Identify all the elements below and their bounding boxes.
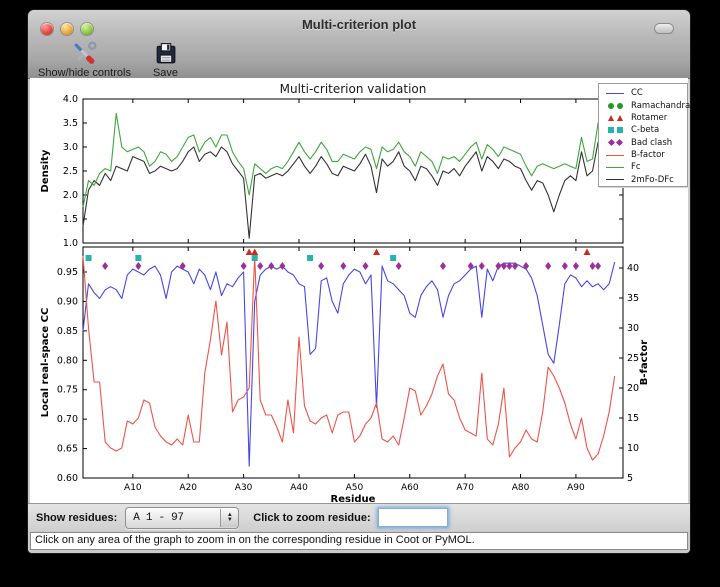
svg-text:4.0: 4.0 — [63, 94, 78, 105]
svg-text:0.75: 0.75 — [57, 385, 78, 396]
svg-text:A20: A20 — [179, 483, 197, 493]
title-bar[interactable]: Multi-criterion plot — [28, 10, 690, 38]
svg-text:40: 40 — [627, 263, 639, 274]
svg-text:A40: A40 — [290, 483, 308, 493]
save-button[interactable]: Save — [149, 40, 182, 80]
svg-text:A70: A70 — [456, 483, 474, 493]
svg-text:5: 5 — [627, 473, 633, 484]
zoom-residue-input[interactable] — [377, 508, 448, 527]
save-icon — [156, 43, 176, 64]
multi-criterion-plot-canvas[interactable]: Multi-criterion validation 1.0 1.5 2.0 2.5 3.… — [30, 78, 688, 503]
svg-text:30: 30 — [627, 323, 639, 334]
legend-triangle-icon — [603, 114, 627, 121]
legend-label: Ramachandran — [631, 100, 690, 111]
legend-label: CC — [631, 88, 643, 99]
plot-legend: CC Ramachandran Rotamer C-beta Bad clash B-fa… — [598, 83, 690, 187]
svg-text:A50: A50 — [346, 483, 364, 493]
legend-entry: B-factor — [603, 150, 687, 161]
svg-text:0.80: 0.80 — [57, 355, 78, 366]
status-bar: Click on any area of the graph to zoom i… — [30, 532, 688, 550]
zoom-button[interactable] — [81, 23, 93, 35]
svg-text:3.0: 3.0 — [63, 142, 78, 153]
svg-text:20: 20 — [627, 383, 639, 394]
legend-label: Fc — [631, 162, 641, 173]
toolbar-button-label: Show/hide controls — [38, 67, 131, 79]
residue-range-select[interactable]: A 1 - 97 ▲ ▼ — [125, 506, 240, 529]
controls-row: Show residues: A 1 - 97 ▲ ▼ Click to zoom… — [28, 503, 690, 531]
svg-text:Multi-criterion validation: Multi-criterion validation — [280, 82, 427, 96]
legend-entry: Fc — [603, 162, 687, 173]
svg-text:2.5: 2.5 — [63, 166, 78, 177]
residue-range-value: A 1 - 97 — [133, 511, 184, 524]
legend-entry: Ramachandran — [603, 100, 690, 111]
status-area: Click on any area of the graph to zoom i… — [28, 531, 690, 553]
plot-figure[interactable]: Multi-criterion validation 1.0 1.5 2.0 2.5 3.… — [30, 78, 690, 503]
svg-text:10: 10 — [627, 443, 639, 454]
svg-text:A80: A80 — [512, 483, 530, 493]
svg-text:1.0: 1.0 — [63, 238, 78, 249]
toolbar-button-label: Save — [152, 67, 179, 79]
svg-text:3.5: 3.5 — [63, 118, 78, 129]
svg-text:Residue: Residue — [331, 494, 376, 503]
show-residues-label: Show residues: — [36, 511, 118, 524]
window-chrome: Multi-criterion plot Show/hide controls — [28, 10, 690, 79]
tools-icon — [74, 41, 97, 64]
window-title: Multi-criterion plot — [301, 17, 417, 32]
legend-line-sample — [603, 92, 627, 94]
legend-label: Rotamer — [631, 112, 668, 123]
close-button[interactable] — [41, 23, 53, 35]
legend-label: C-beta — [631, 125, 660, 136]
svg-text:A30: A30 — [235, 483, 253, 493]
svg-text:0.60: 0.60 — [57, 473, 78, 484]
show-hide-controls-button[interactable]: Show/hide controls — [34, 40, 135, 80]
legend-label: B-factor — [631, 150, 665, 161]
legend-label: 2mFo-DFc — [631, 174, 674, 185]
minimize-button[interactable] — [61, 23, 73, 35]
legend-entry: C-beta — [603, 125, 687, 136]
svg-text:1.5: 1.5 — [63, 214, 78, 225]
svg-text:A10: A10 — [124, 483, 142, 493]
legend-circle-icon — [603, 102, 627, 109]
svg-text:Local real-space CC: Local real-space CC — [40, 308, 51, 418]
svg-text:0.85: 0.85 — [57, 326, 78, 337]
svg-text:0.90: 0.90 — [57, 296, 78, 307]
legend-line-sample — [603, 154, 627, 156]
svg-text:0.95: 0.95 — [57, 267, 78, 278]
svg-text:A90: A90 — [567, 483, 585, 493]
svg-text:0.65: 0.65 — [57, 444, 78, 455]
legend-entry: Bad clash — [603, 137, 687, 148]
legend-line-sample — [603, 166, 627, 168]
svg-text:35: 35 — [627, 293, 639, 304]
svg-text:A60: A60 — [401, 483, 419, 493]
svg-text:15: 15 — [627, 413, 639, 424]
stepper-arrows-icon[interactable]: ▲ ▼ — [220, 508, 239, 527]
svg-text:2.0: 2.0 — [63, 190, 78, 201]
app-window: Multi-criterion plot Show/hide controls — [28, 10, 690, 553]
svg-text:0.70: 0.70 — [57, 414, 78, 425]
legend-entry: 2mFo-DFc — [603, 174, 687, 185]
svg-text:25: 25 — [627, 353, 639, 364]
svg-text:Density: Density — [40, 149, 51, 192]
legend-label: Bad clash — [631, 137, 673, 148]
legend-entry: CC — [603, 88, 687, 99]
legend-diamond-icon — [603, 139, 627, 147]
legend-line-sample — [603, 179, 627, 181]
toolbar-toggle-pill[interactable] — [654, 23, 674, 34]
toolbar: Show/hide controls Save — [34, 40, 182, 80]
legend-square-icon — [603, 127, 627, 134]
svg-text:B-factor: B-factor — [639, 340, 650, 385]
legend-entry: Rotamer — [603, 112, 687, 123]
zoom-residue-label: Click to zoom residue: — [253, 511, 371, 524]
